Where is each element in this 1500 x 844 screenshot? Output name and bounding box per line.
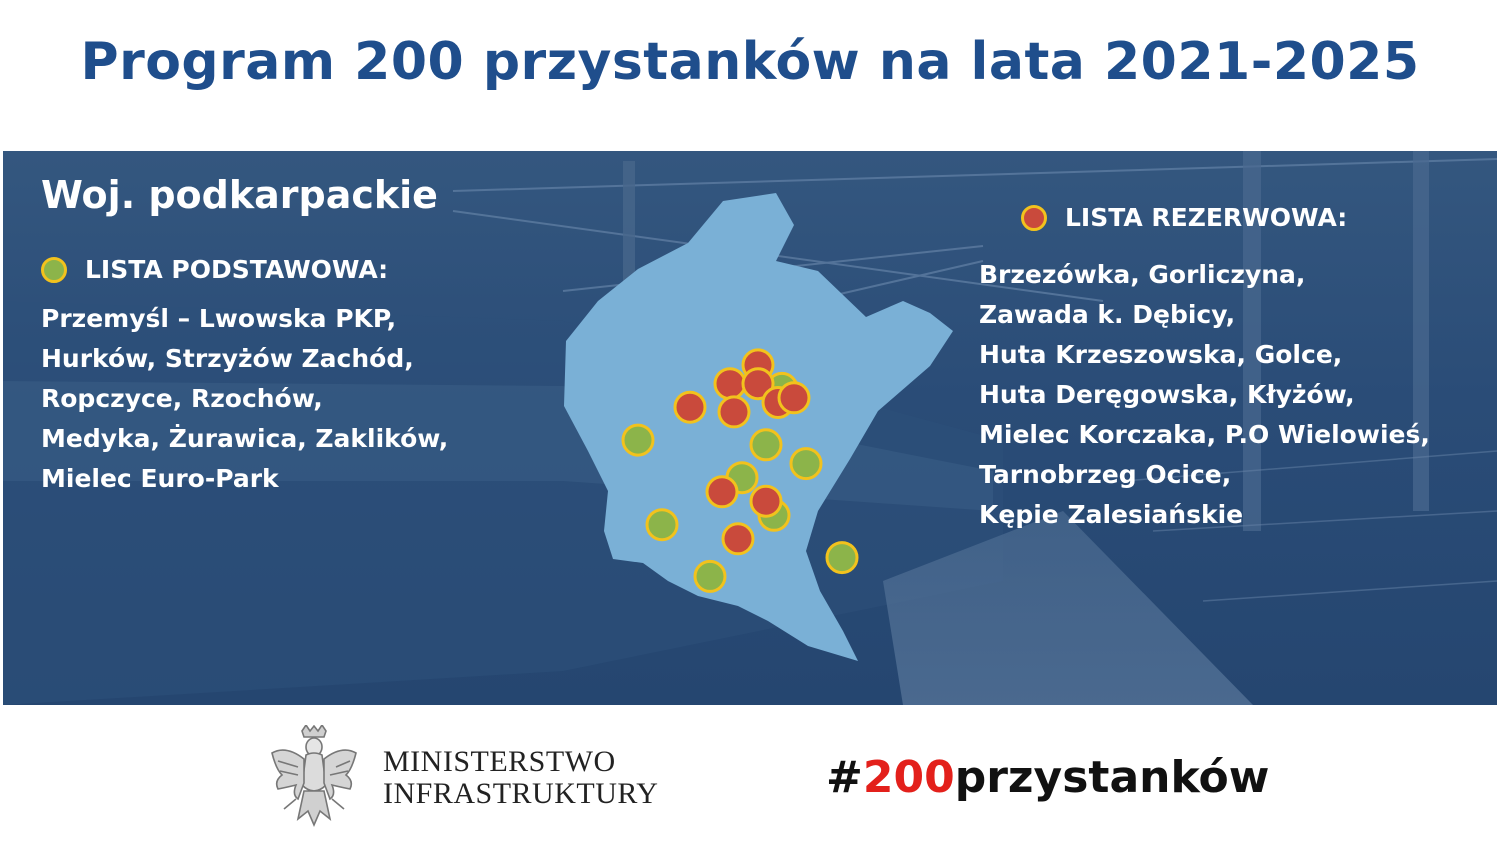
list-item: Hurków, Strzyżów Zachód, xyxy=(41,344,414,373)
polish-eagle-emblem-icon xyxy=(271,725,357,828)
legend-basic-label: LISTA PODSTAWOWA: xyxy=(85,255,389,284)
list-item: Huta Krzeszowska, Golce, xyxy=(979,340,1343,369)
basic-stop-marker xyxy=(693,559,727,593)
red-dot-icon xyxy=(1021,204,1047,231)
region-outline-shape xyxy=(564,193,953,661)
list-item: Zawada k. Dębicy, xyxy=(979,300,1236,329)
reserve-stop-marker xyxy=(713,367,747,401)
reserve-stop-marker xyxy=(777,381,811,415)
reserve-stop-marker xyxy=(741,367,775,401)
reserve-stops-list: Brzezówka, Gorliczyna, Zawada k. Dębicy,… xyxy=(979,255,1430,535)
footer: MINISTERSTWO INFRASTRUKTURY #200przystan… xyxy=(0,705,1500,844)
legend-basic: LISTA PODSTAWOWA: xyxy=(41,255,388,284)
basic-stop-marker xyxy=(645,508,679,542)
hashtag-prefix: # xyxy=(826,752,863,803)
list-item: Ropczyce, Rzochów, xyxy=(41,384,323,413)
page-title: Program 200 przystanków na lata 2021-202… xyxy=(80,32,1420,92)
reserve-stop-marker xyxy=(717,395,751,429)
basic-stop-marker xyxy=(749,428,783,462)
list-item: Tarnobrzeg Ocice, xyxy=(979,460,1232,489)
hashtag-number: 200 xyxy=(862,752,955,803)
region-map xyxy=(564,193,953,661)
basic-stop-marker xyxy=(621,423,655,457)
ministry-line-1: MINISTERSTWO xyxy=(383,745,616,778)
legend-reserve: LISTA REZERWOWA: xyxy=(1021,203,1347,232)
reserve-stop-marker xyxy=(749,484,783,518)
hashtag: #200przystanków xyxy=(826,752,1269,803)
ministry-line-2: INFRASTRUKTURY xyxy=(383,777,659,810)
list-item: Przemyśl – Lwowska PKP, xyxy=(41,304,397,333)
list-item: Mielec Euro-Park xyxy=(41,464,279,493)
reserve-stop-marker xyxy=(705,475,739,509)
map-panel: Woj. podkarpackie LISTA PODSTAWOWA: Prze… xyxy=(3,151,1497,705)
basic-stop-marker xyxy=(789,447,823,481)
list-item: Kępie Zalesiańskie xyxy=(979,500,1244,529)
reserve-stop-marker xyxy=(673,390,707,424)
list-item: Medyka, Żurawica, Zaklików, xyxy=(41,424,449,453)
map-markers xyxy=(621,348,859,593)
legend-reserve-label: LISTA REZERWOWA: xyxy=(1065,203,1348,232)
green-dot-icon xyxy=(41,256,67,283)
basic-stops-list: Przemyśl – Lwowska PKP, Hurków, Strzyżów… xyxy=(41,299,448,499)
ministry-name: MINISTERSTWO INFRASTRUKTURY xyxy=(383,746,658,810)
list-item: Huta Deręgowska, Kłyżów, xyxy=(979,380,1355,409)
hashtag-suffix: przystanków xyxy=(954,752,1270,803)
list-item: Mielec Korczaka, P.O Wielowieś, xyxy=(979,420,1430,449)
region-title: Woj. podkarpackie xyxy=(41,173,438,217)
list-item: Brzezówka, Gorliczyna, xyxy=(979,260,1306,289)
reserve-stop-marker xyxy=(721,522,755,556)
basic-stop-marker xyxy=(825,541,859,575)
